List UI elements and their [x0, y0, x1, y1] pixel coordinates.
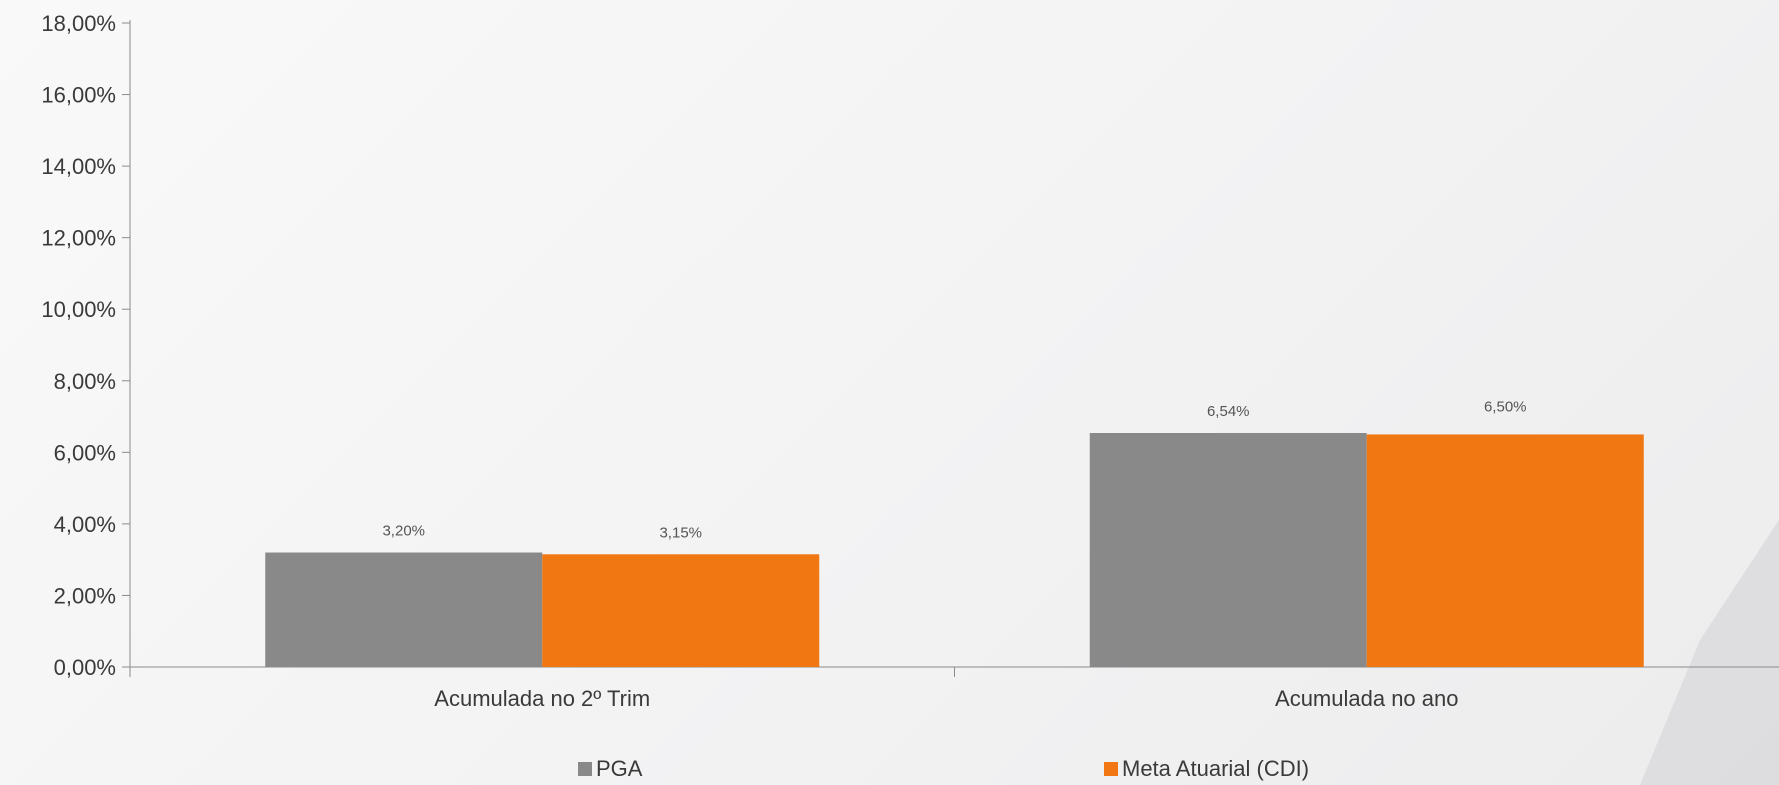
legend: PGA Meta Atuarial (CDI): [0, 756, 1779, 782]
data-label-pga-2: 6,54%: [1207, 403, 1250, 420]
legend-item-meta-atuarial: Meta Atuarial (CDI): [1104, 756, 1309, 782]
data-label-meta-atuarial-1: 3,15%: [659, 524, 702, 541]
y-tick-label: 16,00%: [41, 83, 116, 108]
x-category-label: Acumulada no 2º Trim: [434, 686, 650, 711]
y-tick-label: 8,00%: [54, 369, 116, 394]
legend-item-pga: PGA: [578, 756, 642, 782]
legend-swatch-pga: [578, 762, 592, 776]
legend-label-pga: PGA: [596, 756, 643, 781]
bar-meta-atuarial-2: [1366, 434, 1644, 667]
y-tick-label: 12,00%: [41, 226, 116, 251]
data-label-meta-atuarial-2: 6,50%: [1484, 398, 1527, 415]
y-tick-label: 6,00%: [54, 440, 116, 465]
data-label-pga-1: 3,20%: [382, 523, 425, 540]
bar-pga-1: [265, 552, 543, 667]
y-tick-label: 18,00%: [41, 11, 116, 36]
legend-swatch-meta-atuarial: [1104, 762, 1118, 776]
x-category-label: Acumulada no ano: [1275, 686, 1458, 711]
y-tick-label: 2,00%: [54, 583, 116, 608]
y-tick-label: 4,00%: [54, 512, 116, 537]
legend-label-meta-atuarial: Meta Atuarial (CDI): [1122, 756, 1310, 781]
bar-pga-2: [1089, 433, 1367, 667]
x-axis: Acumulada no 2º Trim Acumulada no ano: [129, 666, 1779, 711]
y-axis: 0,00% 2,00% 4,00% 6,00% 8,00% 10,00% 12,00% 14,…: [41, 11, 131, 680]
data-labels-group: 3,20% 3,15% 6,54% 6,50%: [382, 398, 1526, 541]
bars-group: [265, 433, 1644, 667]
y-tick-label: 0,00%: [54, 655, 116, 680]
decorative-corner-shape: [1640, 520, 1779, 785]
y-tick-label: 14,00%: [41, 154, 116, 179]
y-tick-label: 10,00%: [41, 297, 116, 322]
bar-meta-atuarial-1: [542, 554, 820, 667]
